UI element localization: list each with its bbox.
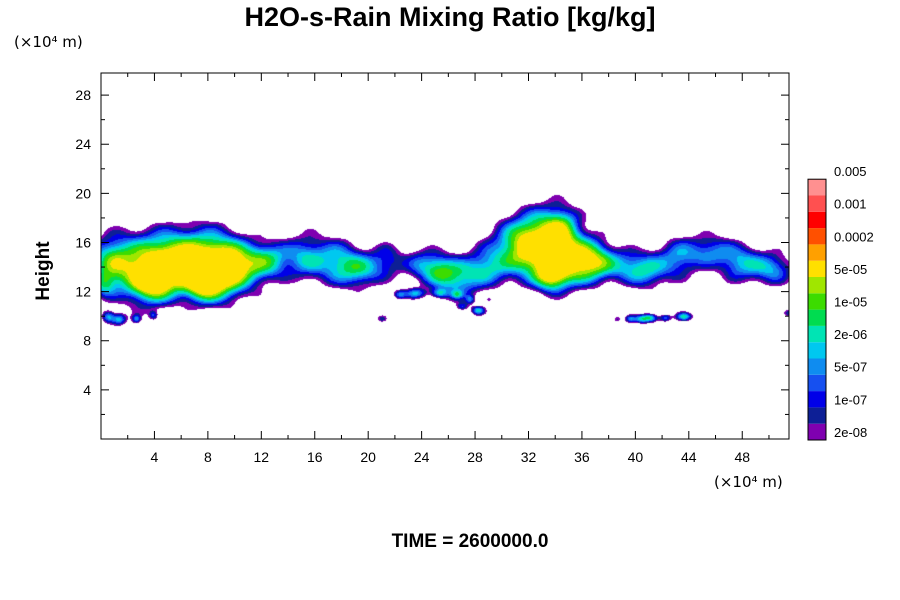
colorbar-label: 0.0002	[834, 229, 874, 244]
x-tick-label: 44	[681, 449, 697, 465]
colorbar-label: 5e-07	[834, 360, 867, 375]
y-tick-label: 24	[75, 136, 91, 152]
colorbar-label: 0.005	[834, 164, 867, 179]
plot-frame	[100, 72, 790, 440]
x-tick-label: 24	[414, 449, 430, 465]
colorbar-swatch	[808, 423, 826, 440]
colorbar-label: 1e-07	[834, 392, 867, 407]
x-tick-label: 12	[254, 449, 270, 465]
colorbar-swatch	[808, 260, 826, 277]
colorbar-label: 1e-05	[834, 294, 867, 309]
colorbar-frame	[807, 178, 827, 441]
y-tick-label: 8	[83, 333, 91, 349]
colorbar-swatch	[808, 211, 826, 229]
colorbar-swatch	[808, 325, 826, 343]
chart-title: H2O-s-Rain Mixing Ratio [kg/kg]	[244, 2, 656, 32]
colorbar-swatch	[808, 374, 826, 392]
y-tick-label: 16	[75, 234, 91, 250]
colorbar-label: 2e-08	[834, 425, 867, 440]
colorbar-swatch	[808, 293, 826, 310]
rain-mixing-ratio-field	[101, 73, 789, 439]
y-tick-label: 4	[83, 382, 91, 398]
colorbar-label: 5e-05	[834, 262, 867, 277]
x-tick-label: 4	[151, 449, 159, 465]
colorbar-swatch	[808, 391, 826, 408]
x-tick-label: 32	[521, 449, 537, 465]
colorbar-swatch	[808, 342, 826, 359]
x-axis-unit-label: (×10⁴ m)	[714, 473, 783, 491]
y-axis-unit-label: (×10⁴ m)	[14, 33, 83, 51]
time-label: TIME = 2600000.0	[391, 531, 549, 552]
y-tick-label: 12	[75, 284, 91, 300]
colorbar-swatch	[808, 309, 826, 326]
x-tick-label: 28	[467, 449, 483, 465]
x-tick-label: 8	[204, 449, 212, 465]
x-tick-label: 16	[307, 449, 323, 465]
colorbar-swatch	[808, 277, 826, 294]
colorbar: 2e-08 1e-07 5e-07 2e-06 1e-05 5e-05 0.0002 0.00…	[807, 164, 874, 441]
x-tick-label: 36	[574, 449, 590, 465]
field-raster	[101, 73, 789, 439]
x-tick-label: 20	[360, 449, 376, 465]
colorbar-swatch	[808, 195, 826, 212]
colorbar-label: 0.001	[834, 197, 867, 212]
y-tick-label: 20	[75, 185, 91, 201]
colorbar-swatch	[808, 228, 826, 245]
colorbar-swatch	[808, 244, 826, 261]
colorbar-swatch	[808, 358, 826, 375]
x-tick-label: 40	[628, 449, 644, 465]
x-tick-label: 48	[734, 449, 750, 465]
colorbar-swatch	[808, 407, 826, 424]
colorbar-label: 2e-06	[834, 327, 867, 342]
y-tick-label: 28	[75, 87, 91, 103]
colorbar-swatch	[808, 179, 826, 196]
